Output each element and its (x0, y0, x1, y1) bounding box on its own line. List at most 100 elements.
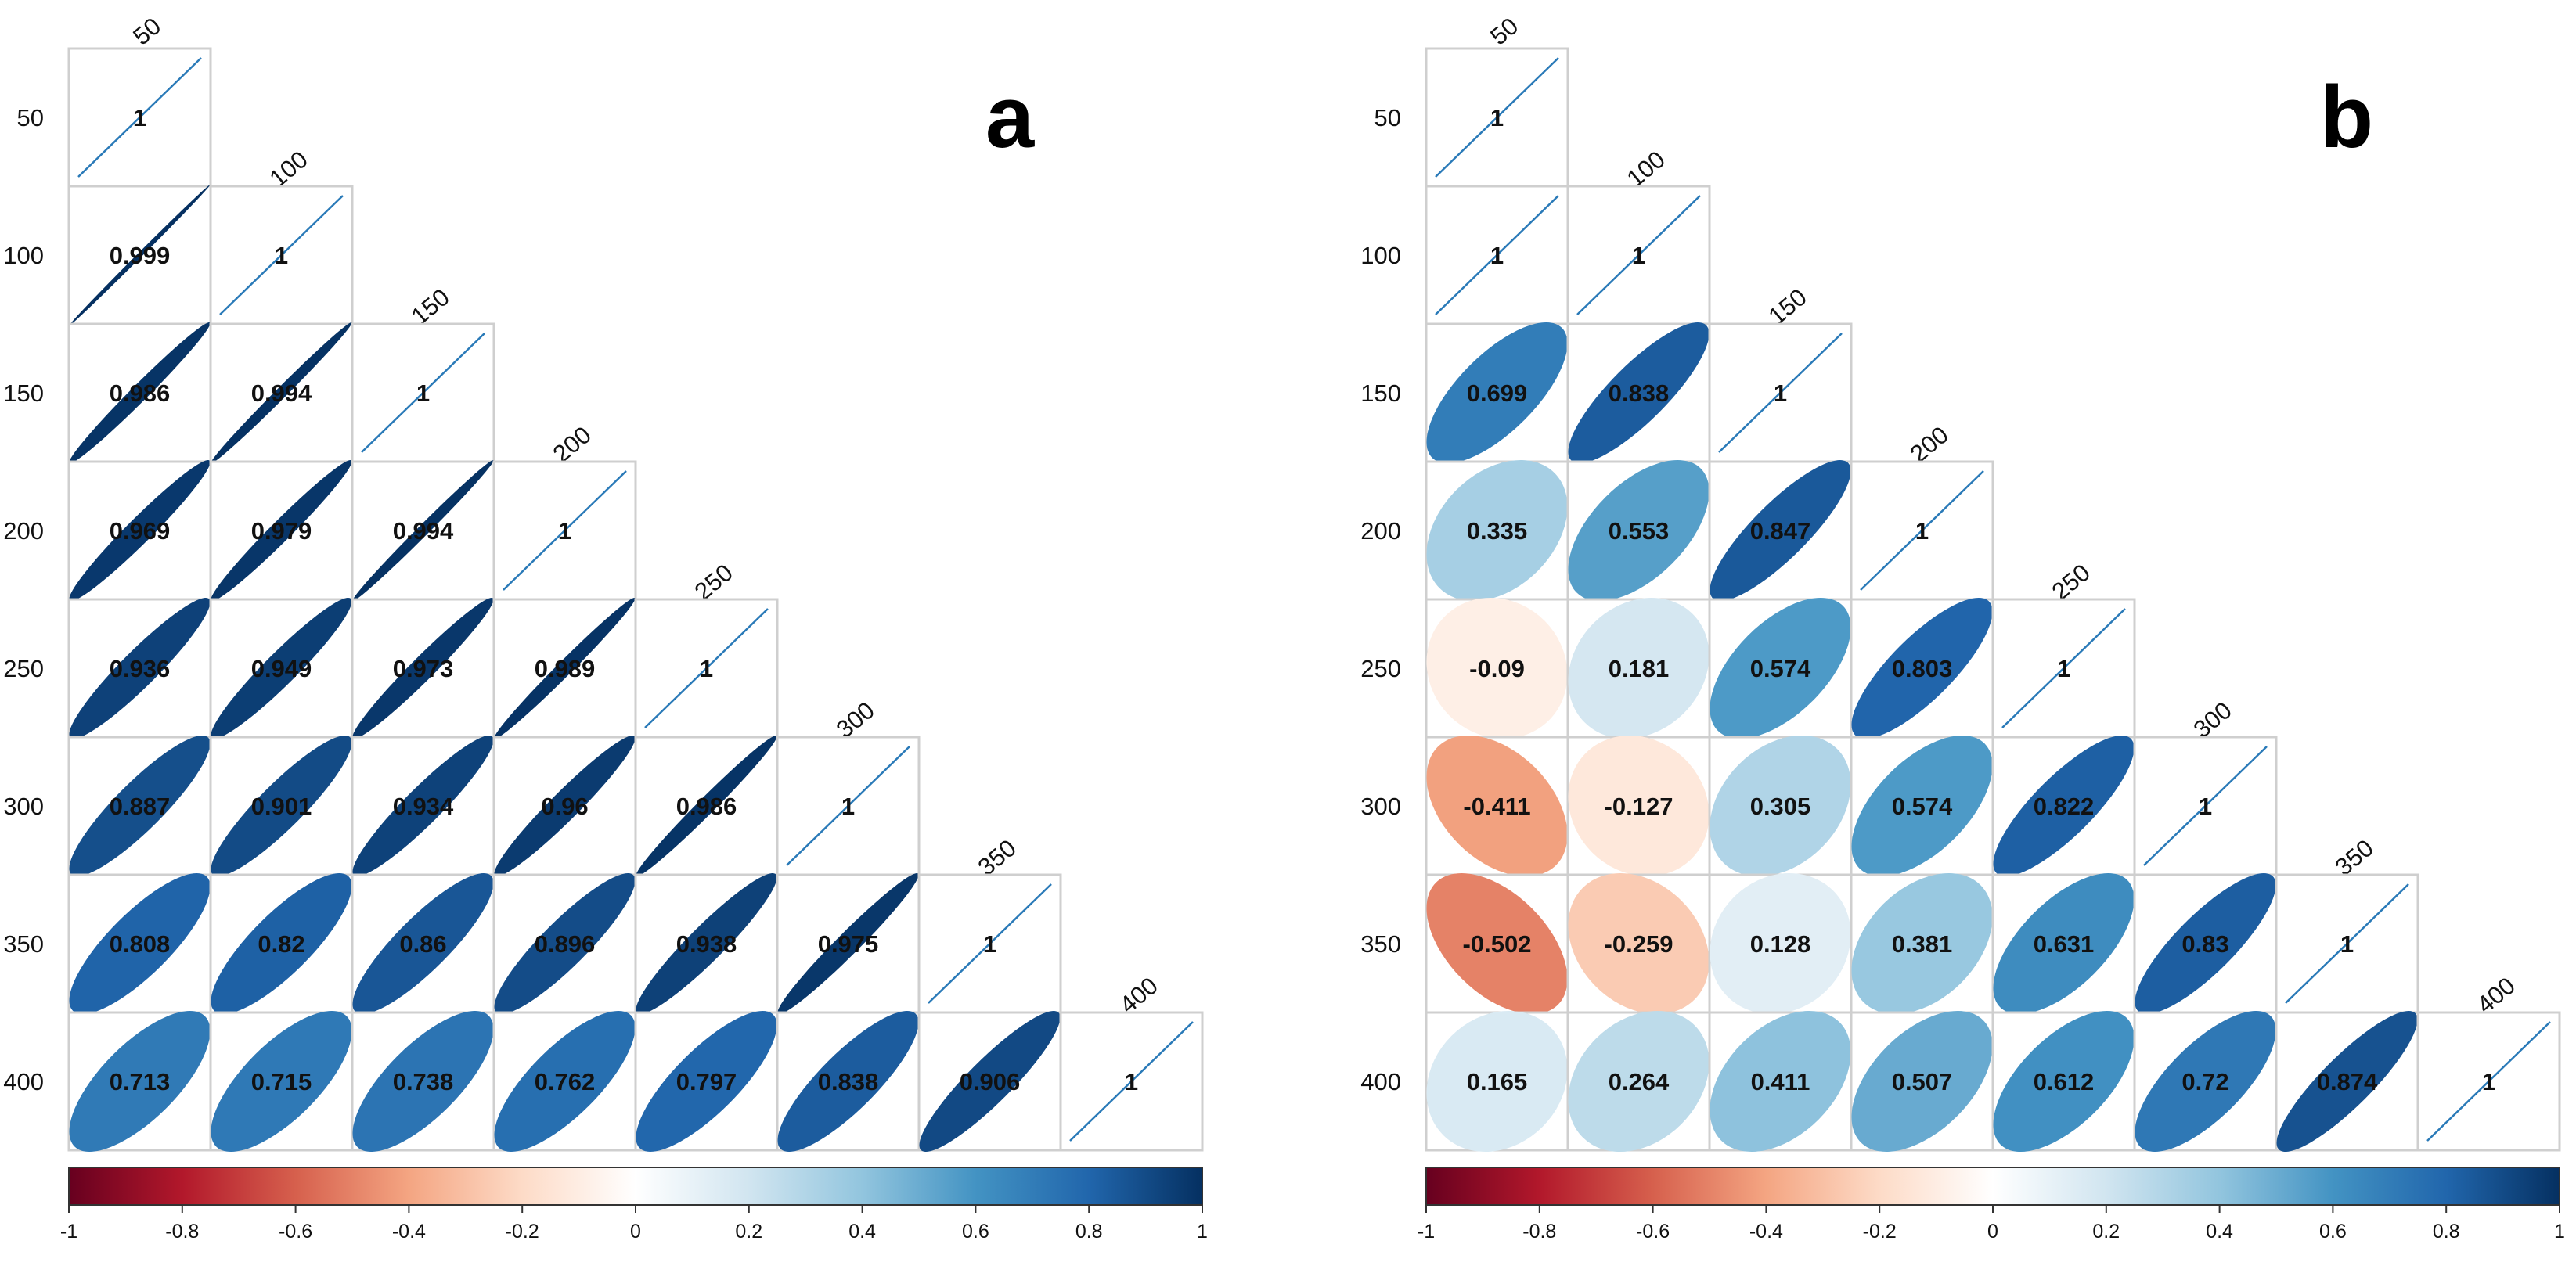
correlation-ellipse (1851, 873, 1993, 1015)
correlation-ellipse (1851, 597, 1993, 739)
correlation-ellipse (1710, 460, 1851, 602)
row-label-400: 400 (1360, 1068, 1401, 1095)
correlation-value: 0.631 (2034, 930, 2095, 958)
correlation-ellipse (636, 736, 777, 877)
correlation-value: 0.994 (251, 379, 312, 407)
correlation-value: 0.305 (1750, 793, 1811, 820)
correlation-value: 0.762 (535, 1068, 596, 1095)
correlation-cell: 0.887 (67, 736, 212, 877)
correlation-value: 0.934 (393, 793, 454, 820)
colorbar-tick-label: 1 (2554, 1221, 2565, 1243)
correlation-value: 1 (983, 930, 996, 958)
correlation-value: 0.713 (110, 1068, 171, 1095)
colorbar-tick-label: 0.2 (735, 1221, 762, 1243)
correlation-cell: 0.938 (634, 873, 779, 1015)
row-label-100: 100 (3, 242, 44, 269)
correlation-cell: 0.165 (1425, 1010, 1569, 1152)
row-label-50: 50 (17, 104, 44, 131)
correlation-ellipse (636, 873, 777, 1015)
correlation-cell: 0.994 (351, 460, 495, 602)
row-label-250: 250 (1360, 655, 1401, 682)
correlation-ellipse (494, 872, 636, 1014)
unit-correlation-line (644, 608, 769, 728)
correlation-cell: 0.507 (1850, 1011, 1994, 1153)
correlation-value: 0.979 (251, 517, 312, 545)
colorbar-tick-label: 0.8 (2433, 1221, 2460, 1243)
colorbar-tick-label: 0.2 (2092, 1221, 2120, 1243)
correlation-cell: 1 (351, 322, 495, 463)
row-label-200: 200 (3, 517, 44, 545)
panel-label: b (2320, 68, 2373, 166)
correlation-ellipse (494, 736, 636, 876)
column-label-50: 50 (1485, 12, 1523, 50)
correlation-value: 0.822 (2034, 793, 2095, 820)
correlation-cell: 0.896 (492, 872, 637, 1014)
correlation-ellipse (777, 873, 919, 1015)
correlation-value: 0.82 (258, 930, 304, 958)
correlation-value: 0.72 (2181, 1068, 2228, 1095)
correlation-ellipse (69, 872, 211, 1014)
correlation-cell: 0.808 (67, 872, 212, 1014)
correlation-cell: 0.715 (209, 1010, 354, 1152)
correlation-ellipse (352, 460, 494, 602)
row-label-300: 300 (3, 793, 44, 820)
correlation-cell: 1 (1425, 47, 1569, 188)
correlation-cell: 0.838 (1566, 322, 1711, 464)
correlation-cell: 1 (492, 460, 637, 601)
correlation-value: 1 (841, 793, 855, 820)
row-label-300: 300 (1360, 793, 1401, 820)
correlation-ellipse (352, 1010, 494, 1152)
correlation-cell: 0.82 (209, 873, 354, 1015)
correlation-value: 0.936 (110, 655, 171, 682)
row-label-100: 100 (1360, 242, 1401, 269)
correlation-cell: 1 (2133, 736, 2278, 876)
correlation-value: 1 (1632, 242, 1645, 269)
correlation-cell: 0.574 (1708, 598, 1853, 739)
correlation-ellipse (1426, 872, 1568, 1014)
correlation-cell: 0.699 (1425, 322, 1569, 464)
correlation-value: 0.411 (1751, 1068, 1810, 1095)
correlation-value: 0.874 (2317, 1068, 2378, 1095)
correlation-value: 0.847 (1750, 517, 1811, 545)
correlation-cell: -0.127 (1566, 736, 1711, 877)
correlation-value: 0.986 (676, 793, 737, 820)
unit-correlation-line (361, 333, 485, 453)
correlation-ellipse (2135, 1011, 2276, 1153)
correlation-value: 0.181 (1609, 655, 1670, 682)
correlation-cell: 0.822 (1991, 736, 2136, 877)
correlation-value: 0.264 (1609, 1068, 1670, 1095)
colorbar (68, 1167, 1203, 1206)
correlation-value: 1 (2199, 793, 2212, 820)
correlation-cell: -0.502 (1425, 872, 1569, 1014)
colorbar-tick-label: -0.4 (392, 1221, 426, 1243)
correlation-cell: 0.934 (351, 736, 495, 877)
correlation-value: 0.838 (818, 1068, 879, 1095)
correlation-value: 0.797 (676, 1068, 737, 1095)
correlation-ellipse (1426, 735, 1568, 876)
unit-correlation-line (1860, 470, 1984, 591)
correlation-cell: 0.994 (209, 322, 354, 464)
correlation-cell: 0.631 (1991, 872, 2136, 1014)
colorbar-tick-label: -0.4 (1749, 1221, 1783, 1243)
correlation-cell: 0.83 (2133, 873, 2278, 1015)
correlation-value: 0.715 (251, 1068, 312, 1095)
correlation-ellipse (1568, 460, 1710, 602)
correlation-value: 0.808 (110, 930, 171, 958)
correlation-value: 1 (133, 104, 146, 131)
correlation-value: -0.259 (1605, 930, 1673, 958)
correlation-cell: 0.989 (492, 598, 637, 739)
colorbar-tick-label: 0.4 (2206, 1221, 2233, 1243)
correlation-cell: -0.09 (1425, 597, 1569, 739)
correlation-value: 0.999 (110, 242, 171, 269)
correlation-cell: 0.986 (634, 736, 779, 877)
unit-correlation-line (503, 470, 627, 591)
correlation-ellipse (1568, 1010, 1710, 1152)
correlation-value: 0.969 (110, 517, 171, 545)
correlation-cell: 1 (1991, 598, 2136, 739)
correlation-cell: 0.181 (1566, 597, 1711, 739)
row-label-200: 200 (1360, 517, 1401, 545)
colorbar-tick-label: -1 (1418, 1221, 1435, 1243)
correlation-value: 0.165 (1467, 1068, 1528, 1095)
correlation-value: 0.83 (2181, 930, 2228, 958)
